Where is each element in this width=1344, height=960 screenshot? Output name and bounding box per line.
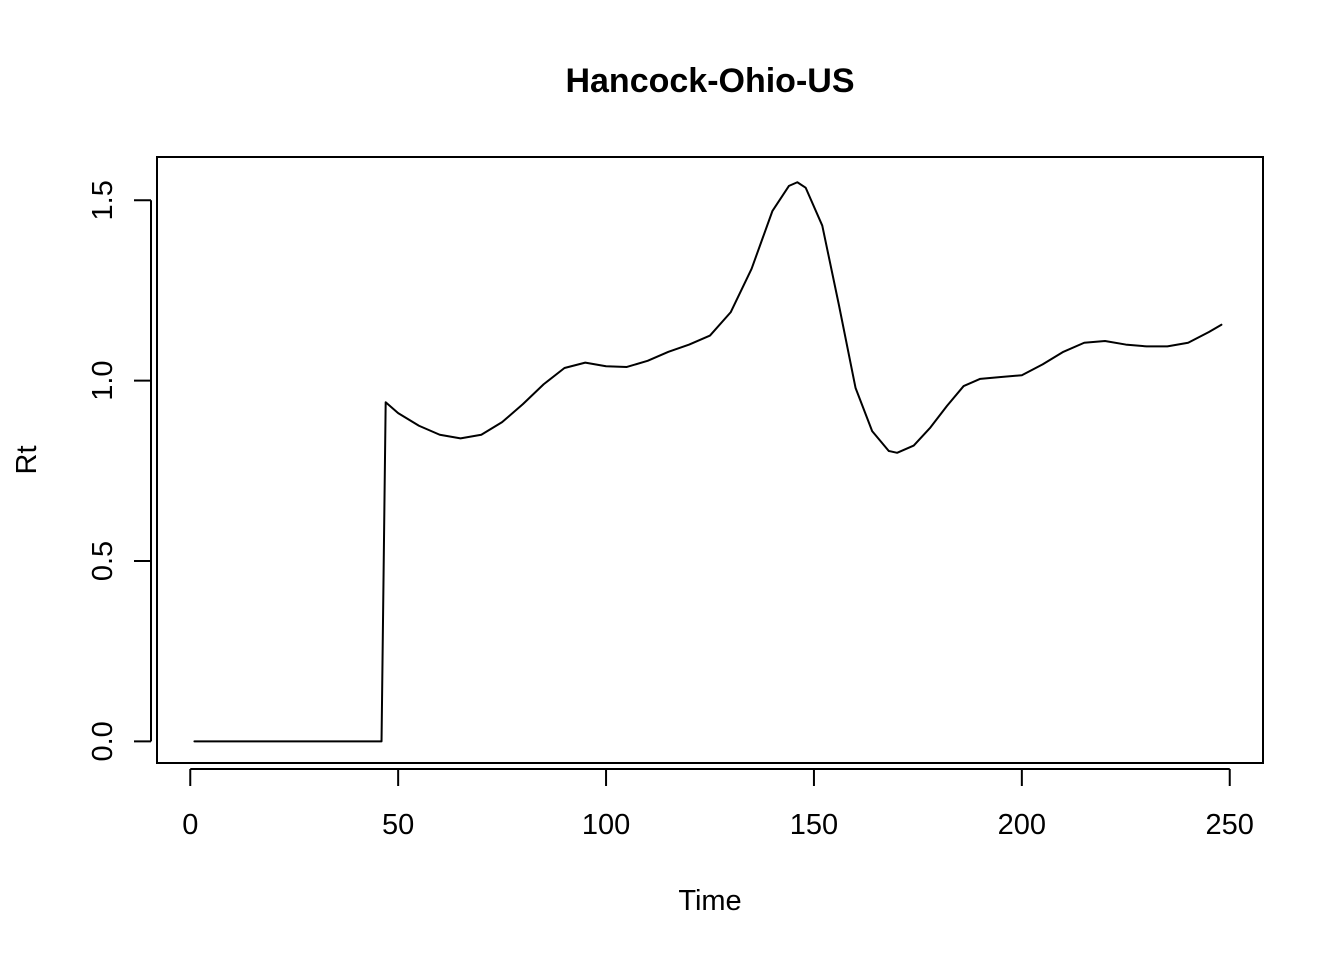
- x-axis-label: Time: [678, 885, 741, 917]
- series-line: [193, 181, 1223, 743]
- y-tick-label: 1.5: [87, 180, 119, 220]
- y-axis-label: Rt: [11, 446, 43, 475]
- x-tick-label: 50: [382, 809, 414, 841]
- y-axis: 0.0 0.5 1.0 1.5: [87, 180, 152, 762]
- x-tick-label: 250: [1206, 809, 1254, 841]
- y-tick-label: 0.0: [87, 721, 119, 761]
- y-tick-label: 1.0: [87, 360, 119, 400]
- x-axis: 0 50 100 150 200 250: [182, 768, 1254, 841]
- y-tick-label: 0.5: [87, 541, 119, 581]
- chart-title: Hancock-Ohio-US: [565, 62, 854, 100]
- x-tick-label: 100: [582, 809, 630, 841]
- x-tick-label: 150: [790, 809, 838, 841]
- plot-frame: [156, 156, 1264, 764]
- x-tick-label: 0: [182, 809, 198, 841]
- x-tick-label: 200: [998, 809, 1046, 841]
